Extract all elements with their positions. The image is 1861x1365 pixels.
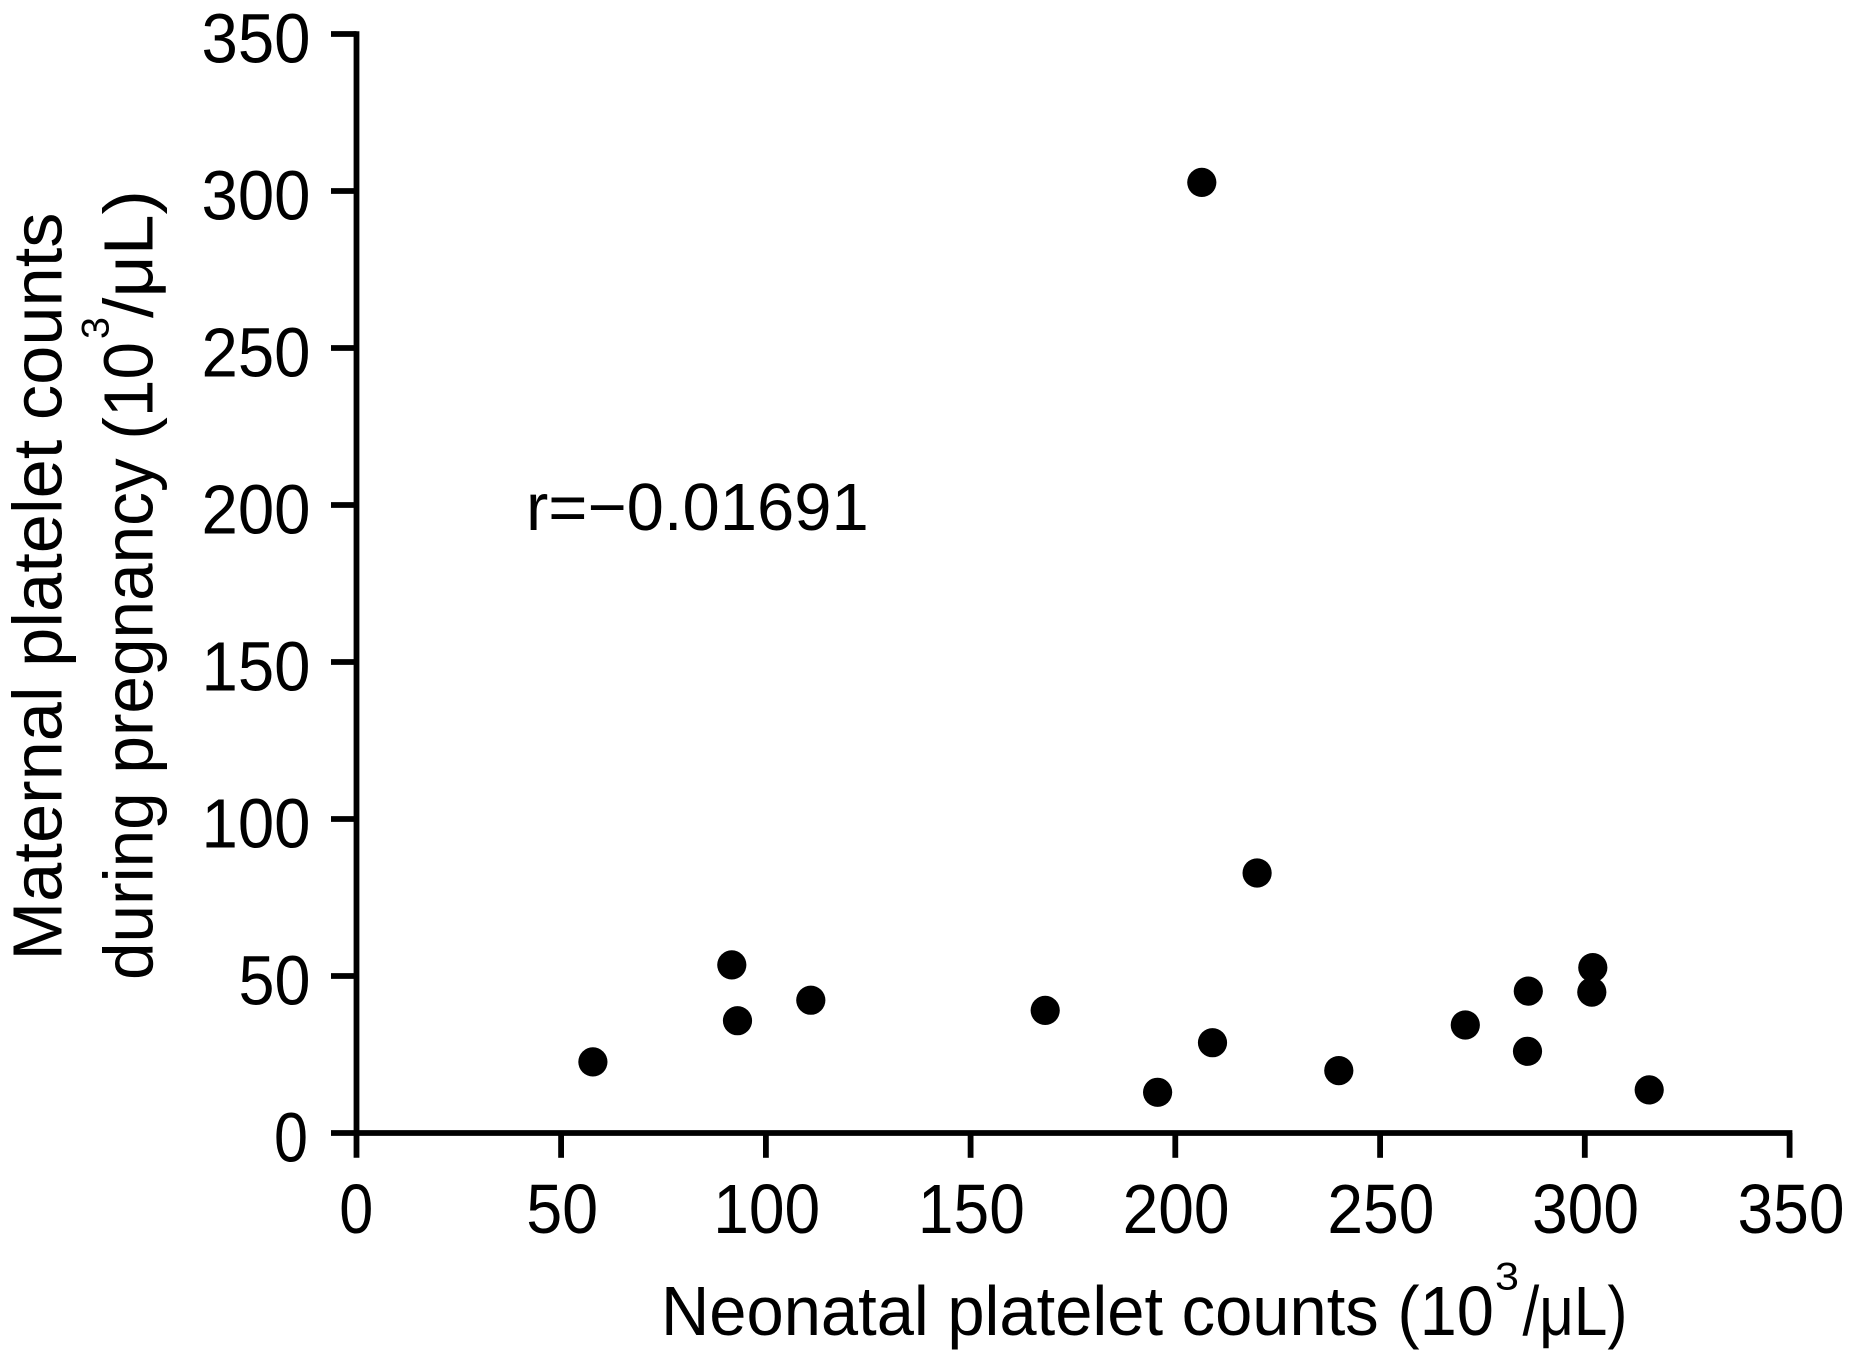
- svg-text:100: 100: [202, 785, 311, 863]
- svg-text:Neonatal platelet counts (10: Neonatal platelet counts (10: [661, 1272, 1494, 1350]
- svg-text:250: 250: [1327, 1170, 1434, 1248]
- svg-text:200: 200: [202, 471, 311, 549]
- svg-text:50: 50: [526, 1170, 598, 1248]
- svg-text:r=−0.01691: r=−0.01691: [526, 470, 869, 545]
- svg-text:0: 0: [274, 1099, 308, 1177]
- svg-text:350: 350: [202, 0, 311, 78]
- svg-text:Maternal platelet counts: Maternal platelet counts: [0, 213, 77, 961]
- svg-text:50: 50: [239, 942, 311, 1020]
- svg-text:/μL): /μL): [90, 190, 168, 318]
- svg-text:300: 300: [202, 157, 311, 235]
- svg-text:3: 3: [75, 317, 118, 339]
- svg-text:250: 250: [202, 314, 311, 392]
- svg-text:/μL): /μL): [1523, 1272, 1628, 1350]
- svg-text:150: 150: [918, 1170, 1025, 1248]
- svg-text:0: 0: [339, 1170, 373, 1248]
- svg-text:3: 3: [1495, 1255, 1519, 1298]
- svg-text:during pregnancy (10: during pregnancy (10: [90, 342, 168, 980]
- svg-text:150: 150: [202, 628, 311, 706]
- svg-text:200: 200: [1123, 1170, 1230, 1248]
- svg-text:100: 100: [713, 1170, 820, 1248]
- svg-text:350: 350: [1738, 1170, 1845, 1248]
- svg-text:300: 300: [1532, 1170, 1639, 1248]
